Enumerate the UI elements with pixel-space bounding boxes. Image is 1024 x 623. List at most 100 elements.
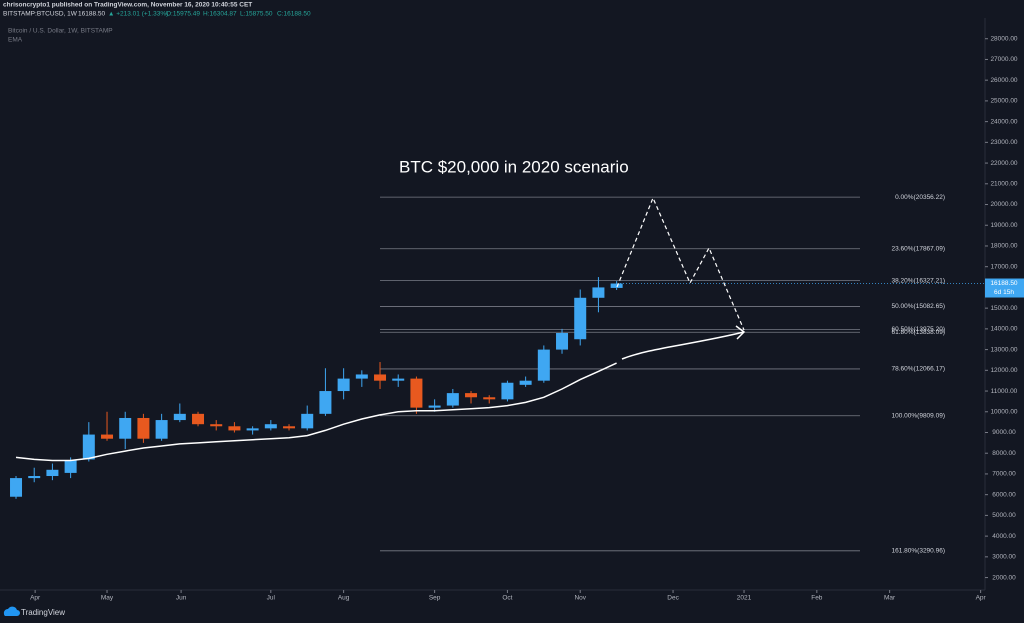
logo-icon [3,606,21,616]
candle-body [574,297,587,340]
candle-body [82,434,95,460]
open: O:15975.49 [166,11,200,18]
low: L:15875.50 [240,11,273,18]
legend-ema: EMA [8,37,23,44]
y-tick-label: 11000.00 [991,388,1018,395]
candle-body [264,424,277,429]
x-tick-label: Jun [176,595,187,602]
candle-body [355,374,368,379]
candle-body [173,413,186,421]
price: 16188.50 [78,11,105,18]
candle-body [301,413,314,429]
x-tick-label: Aug [338,595,350,602]
candle-body [246,428,259,431]
candle-body [119,417,132,439]
y-tick-label: 8000.00 [992,450,1016,457]
candle-body [319,391,332,414]
candle-body [446,393,459,406]
y-tick-label: 6000.00 [992,491,1016,498]
candle-body [556,333,569,350]
y-tick-label: 13000.00 [990,346,1017,353]
candle-body [610,283,623,288]
candle-body [64,460,77,473]
y-tick-label: 7000.00 [992,471,1016,478]
y-tick-label: 18000.00 [990,243,1017,250]
fib-label: 0.00%(20356.22) [895,194,945,201]
y-tick-label: 3000.00 [992,554,1016,561]
x-tick-label: Feb [811,595,823,602]
fib-label: 100.00%(9809.09) [892,412,946,419]
candle-body [10,478,23,497]
x-tick-label: Jul [267,595,276,602]
candle-body [592,287,605,298]
x-tick-label: Apr [976,595,987,602]
high: H:16304.87 [203,11,237,18]
y-tick-label: 14000.00 [990,326,1017,333]
candle-body [46,469,59,477]
annotation: BTC $20,000 in 2020 scenario [399,157,629,176]
ema-line [15,362,617,462]
candle-body [483,397,496,400]
candle-body [101,434,114,439]
candle-body [155,420,168,439]
x-tick-label: 2021 [737,595,752,602]
x-tick-label: Nov [574,595,586,602]
y-tick-label: 28000.00 [990,35,1017,42]
candle-body [192,413,205,425]
y-tick-label: 19000.00 [990,222,1017,229]
candle-body [410,378,423,408]
x-tick-label: May [101,595,114,602]
candle-body [283,426,296,429]
candle-body [374,374,387,381]
y-tick-label: 20000.00 [990,201,1017,208]
brand: TradingView [21,608,65,617]
y-tick-label: 4000.00 [992,533,1016,540]
y-tick-label: 12000.00 [990,367,1017,374]
y-tick-label: 17000.00 [990,263,1017,270]
x-tick-label: Mar [884,595,896,602]
scenario-path [616,196,745,331]
y-tick-label: 23000.00 [990,139,1017,146]
candle-body [428,405,441,408]
x-tick-label: Apr [30,595,41,602]
candle-body [210,424,223,427]
last-price-label: 16188.50 [990,280,1017,287]
countdown: 6d 15h [994,289,1014,296]
y-tick-label: 27000.00 [990,56,1017,63]
y-tick-label: 25000.00 [990,98,1017,105]
fib-label: 61.80%(13838.09) [892,329,946,336]
y-tick-label: 26000.00 [990,77,1017,84]
y-tick-label: 9000.00 [992,429,1016,436]
candle-body [465,393,478,398]
y-tick-label: 2000.00 [992,574,1016,581]
chart-title: Bitcoin / U.S. Dollar, 1W, BITSTAMP [8,28,113,35]
fib-label: 78.60%(12066.17) [892,366,946,373]
fib-label: 60.50%(13975.20) [892,326,946,333]
y-tick-label: 5000.00 [992,512,1016,519]
x-tick-label: Sep [429,595,441,602]
fib-label: 161.80%(3290.96) [892,548,946,555]
publisher: chrisoncrypto1 published on TradingView.… [3,2,252,9]
x-tick-label: Dec [667,595,679,602]
candle-body [28,476,41,479]
change: ▲ +213.01 (+1.33%) [108,11,168,18]
y-tick-label: 22000.00 [990,160,1017,167]
projection-line [621,331,745,360]
fib-label: 38.20%(16327.21) [892,277,946,284]
candle-body [228,426,241,431]
candle-body [501,382,514,400]
y-tick-label: 10000.00 [990,408,1017,415]
last-price-tag [985,278,1024,298]
candle-body [519,380,532,385]
y-tick-label: 21000.00 [990,181,1017,188]
candle-body [137,417,150,439]
x-tick-label: Oct [502,595,512,602]
candle-body [537,349,550,381]
candle-body [337,378,350,392]
fib-label: 50.00%(15082.65) [892,303,946,310]
logo: TradingView [3,606,65,617]
fib-label: 23.60%(17867.09) [892,245,946,252]
